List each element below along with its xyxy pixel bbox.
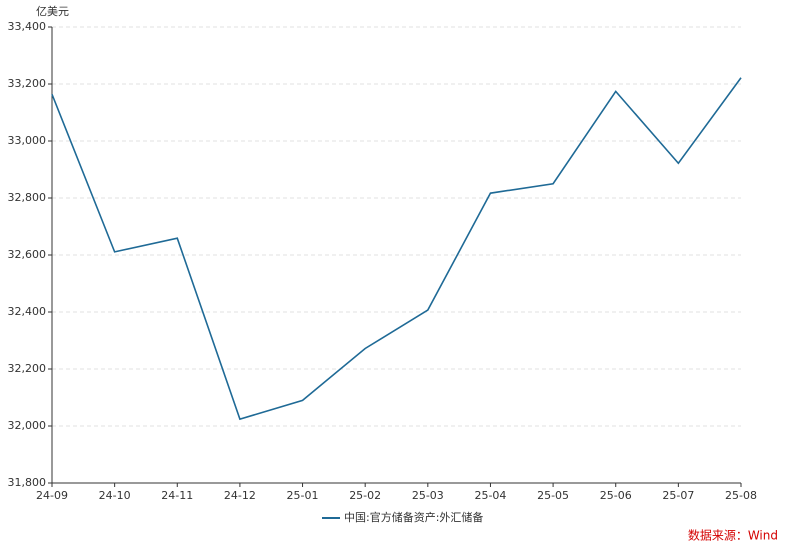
x-tick-label: 25-05: [537, 489, 569, 502]
legend-label: 中国:官方储备资产:外汇储备: [344, 510, 483, 524]
x-tick-label: 25-01: [287, 489, 319, 502]
x-tick-label: 25-04: [474, 489, 506, 502]
y-axis-label: 亿美元: [36, 5, 69, 18]
y-tick-label: 32,800: [8, 191, 47, 204]
x-tick-label: 25-03: [412, 489, 444, 502]
x-tick-label: 24-11: [161, 489, 193, 502]
x-tick-label: 25-06: [600, 489, 632, 502]
x-tick-label: 25-07: [662, 489, 694, 502]
x-tick-label: 24-12: [224, 489, 256, 502]
y-tick-label: 32,600: [8, 248, 47, 261]
y-tick-label: 31,800: [8, 476, 47, 489]
x-tick-label: 25-02: [349, 489, 381, 502]
series-line: [51, 77, 742, 421]
y-tick-label: 33,400: [8, 20, 47, 33]
y-tick-label: 32,200: [8, 362, 47, 375]
source: 数据来源：Wind: [688, 528, 778, 543]
y-tick-label: 33,200: [8, 77, 47, 90]
x-tick-label: 24-10: [99, 489, 131, 502]
y-tick-label: 32,000: [8, 419, 47, 432]
x-tick-label: 24-09: [36, 489, 68, 502]
y-tick-label: 33,000: [8, 134, 47, 147]
x-tick-label: 25-08: [725, 489, 757, 502]
y-tick-label: 32,400: [8, 305, 47, 318]
